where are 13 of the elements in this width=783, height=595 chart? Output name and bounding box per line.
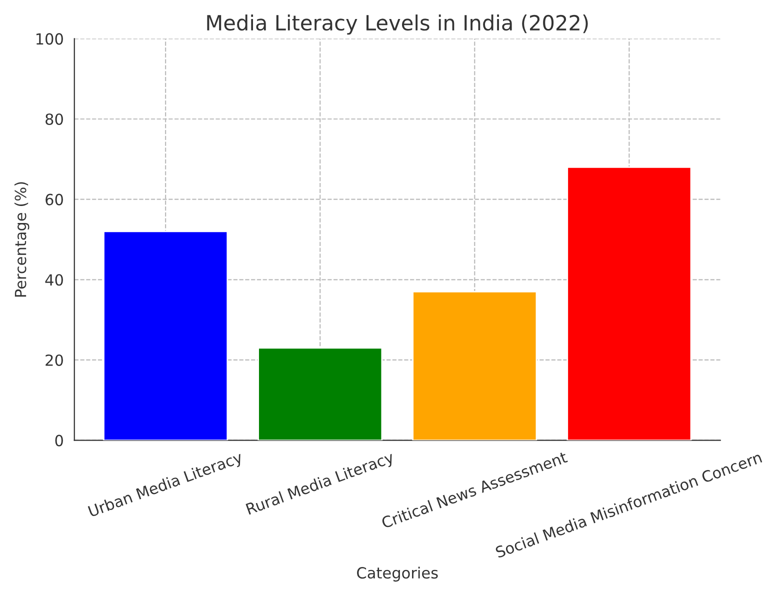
y-tick-label: 40 xyxy=(45,274,63,286)
bar xyxy=(566,166,692,440)
y-tick-label: 80 xyxy=(46,113,63,126)
bar xyxy=(258,347,383,440)
y-tick-label: 60 xyxy=(46,194,63,206)
y-axis-title: Percentage (%) xyxy=(14,182,30,297)
y-tick-label: 100 xyxy=(36,33,63,45)
chart-title: Media Literacy Levels in India (2022) xyxy=(207,14,588,35)
x-axis-title: Categories xyxy=(357,566,438,582)
bar xyxy=(103,230,228,440)
bar xyxy=(412,291,538,440)
y-tick-label: 0 xyxy=(55,434,63,446)
y-tick-label: 20 xyxy=(46,354,63,366)
